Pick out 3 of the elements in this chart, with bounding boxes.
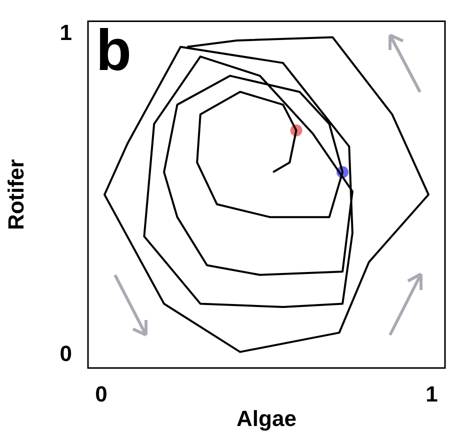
y-axis-title: Rotifer (3, 158, 28, 230)
x-axis-title: Algae (236, 406, 296, 431)
annotation: b (96, 18, 132, 84)
